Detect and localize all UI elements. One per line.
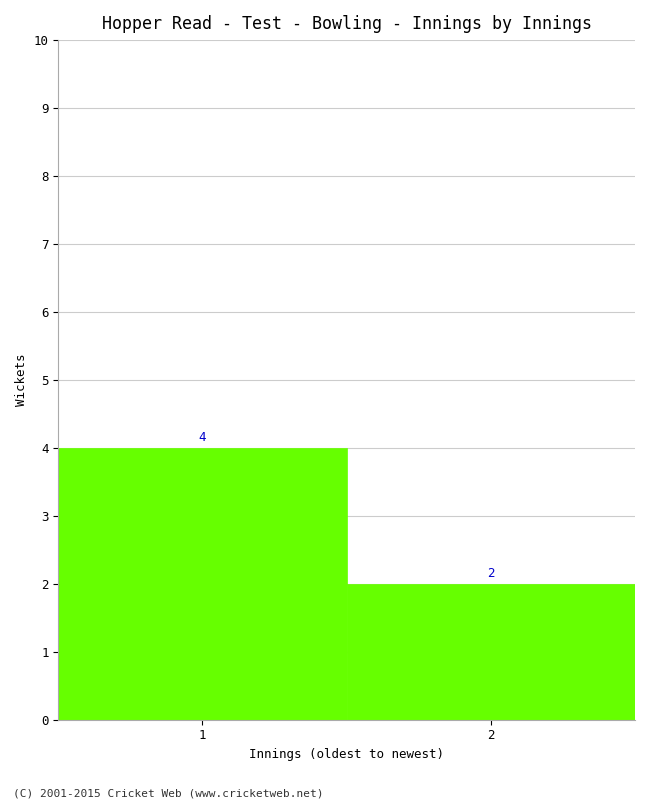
- X-axis label: Innings (oldest to newest): Innings (oldest to newest): [249, 748, 444, 761]
- Y-axis label: Wickets: Wickets: [15, 354, 28, 406]
- Bar: [58, 448, 346, 720]
- Text: 4: 4: [199, 431, 206, 445]
- Text: 2: 2: [487, 567, 495, 581]
- Bar: [346, 584, 635, 720]
- Title: Hopper Read - Test - Bowling - Innings by Innings: Hopper Read - Test - Bowling - Innings b…: [101, 15, 592, 33]
- Text: (C) 2001-2015 Cricket Web (www.cricketweb.net): (C) 2001-2015 Cricket Web (www.cricketwe…: [13, 788, 324, 798]
